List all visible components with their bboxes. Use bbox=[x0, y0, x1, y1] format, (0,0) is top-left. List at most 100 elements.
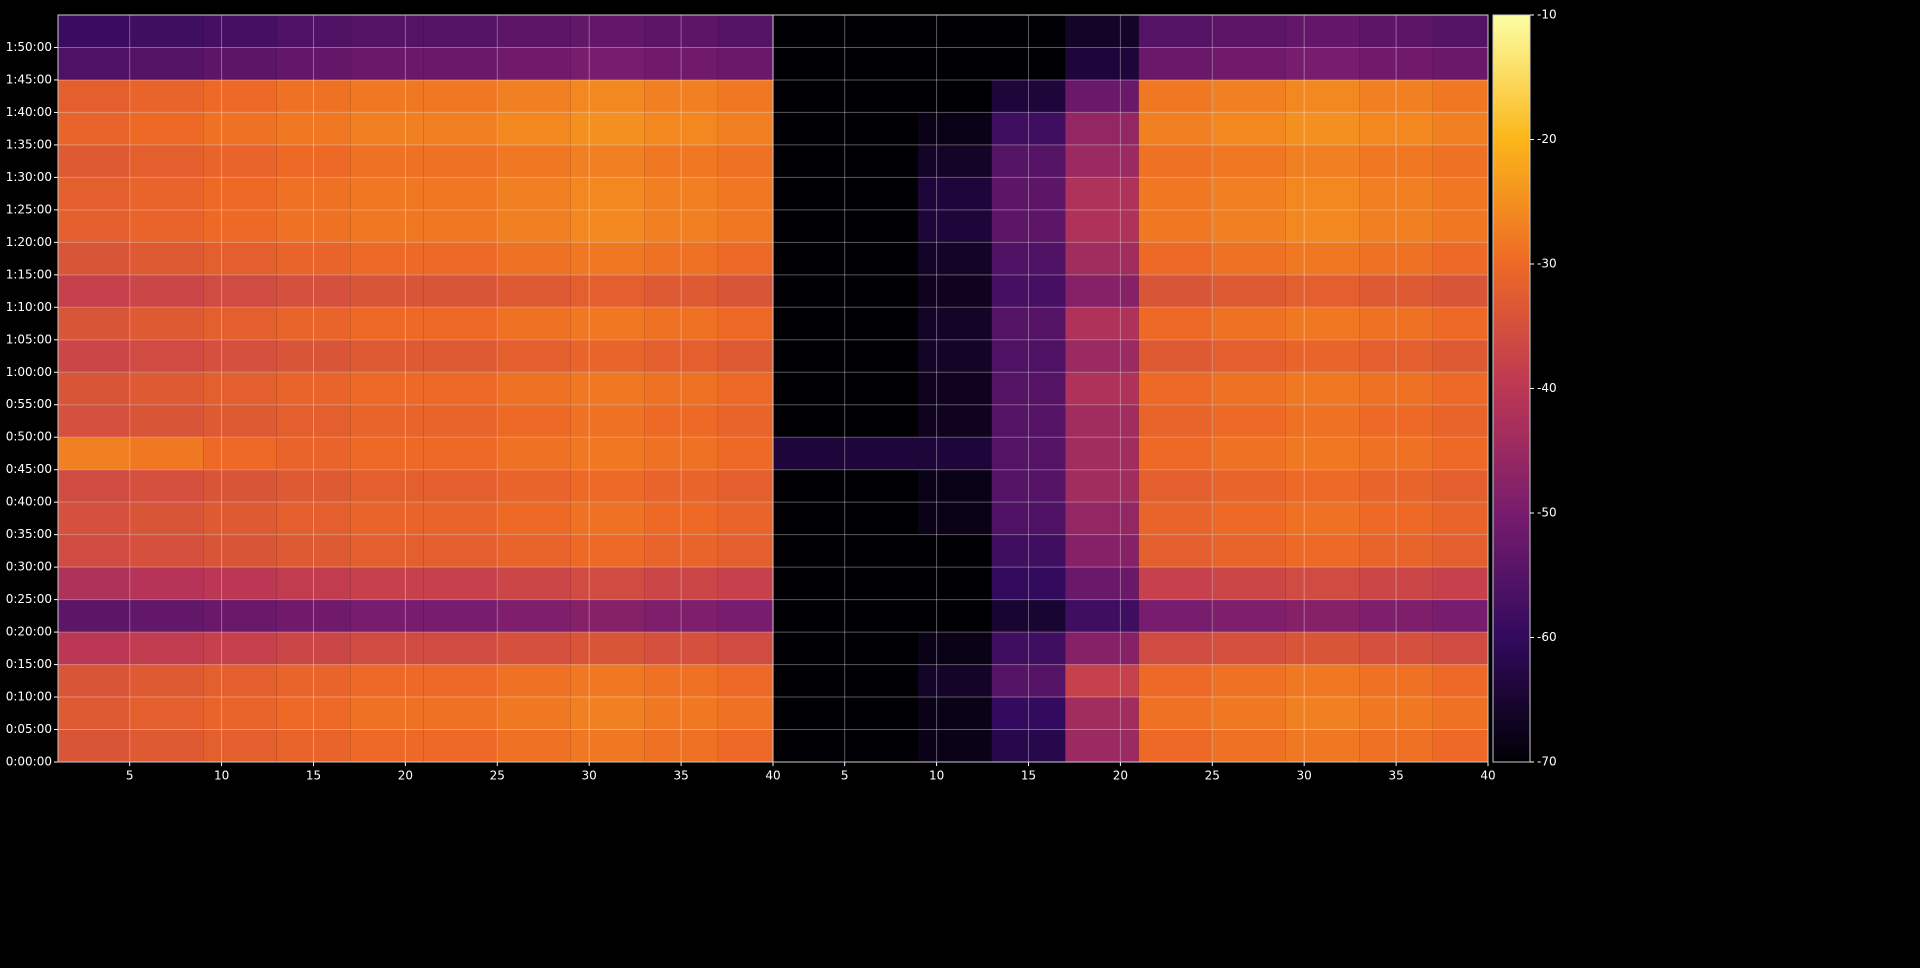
heatmap-cell bbox=[423, 274, 498, 308]
heatmap-cell bbox=[918, 697, 992, 730]
heatmap-cell bbox=[203, 79, 277, 113]
heatmap-cell bbox=[918, 339, 992, 373]
heatmap-cell bbox=[1432, 632, 1488, 665]
heatmap-cell bbox=[844, 112, 919, 145]
heatmap-cell bbox=[1138, 372, 1213, 405]
heatmap-cell bbox=[1285, 307, 1360, 340]
heatmap-cell bbox=[570, 729, 645, 762]
heatmap-cell bbox=[570, 697, 645, 730]
heatmap-cell bbox=[1432, 729, 1488, 762]
heatmap-cell bbox=[570, 534, 645, 568]
heatmap-cell bbox=[570, 469, 645, 503]
colorbar-tick-label: -10 bbox=[1537, 8, 1557, 22]
heatmap-cell bbox=[1432, 79, 1488, 113]
heatmap-cell bbox=[773, 599, 845, 633]
heatmap-cell bbox=[918, 79, 992, 113]
heatmap-cell bbox=[129, 729, 204, 762]
heatmap-cell bbox=[644, 47, 718, 80]
heatmap-cell bbox=[1138, 437, 1213, 470]
heatmap-cell bbox=[1285, 664, 1360, 698]
heatmap-cell bbox=[773, 209, 845, 243]
heatmap-cell bbox=[644, 437, 718, 470]
heatmap-cell bbox=[423, 15, 498, 48]
heatmap-cell bbox=[276, 339, 351, 373]
heatmap-cell bbox=[773, 404, 845, 438]
heatmap-cell bbox=[129, 664, 204, 698]
heatmap-cell bbox=[918, 534, 992, 568]
heatmap-cell bbox=[276, 567, 351, 600]
heatmap-cell bbox=[203, 437, 277, 470]
heatmap-cell bbox=[129, 599, 204, 633]
heatmap-cell bbox=[423, 469, 498, 503]
heatmap-cell bbox=[1065, 729, 1139, 762]
heatmap-cell bbox=[276, 469, 351, 503]
x-tick-label: 15 bbox=[306, 769, 321, 783]
heatmap-cell bbox=[844, 534, 919, 568]
heatmap-cell bbox=[717, 177, 773, 210]
heatmap-cell bbox=[58, 502, 130, 535]
heatmap-cell bbox=[423, 79, 498, 113]
heatmap-cell bbox=[423, 664, 498, 698]
heatmap-cell bbox=[644, 144, 718, 178]
heatmap-cell bbox=[1285, 437, 1360, 470]
heatmap-cell bbox=[918, 469, 992, 503]
heatmap-cell bbox=[1359, 437, 1433, 470]
heatmap-cell bbox=[1432, 177, 1488, 210]
heatmap-cell bbox=[1432, 437, 1488, 470]
heatmap-cell bbox=[129, 372, 204, 405]
heatmap-cell bbox=[1432, 144, 1488, 178]
heatmap-cell bbox=[644, 274, 718, 308]
heatmap-cell bbox=[58, 534, 130, 568]
heatmap-cell bbox=[350, 632, 424, 665]
heatmap-cell bbox=[203, 372, 277, 405]
heatmap-cell bbox=[1212, 79, 1286, 113]
heatmap-cell bbox=[497, 599, 571, 633]
heatmap-cell bbox=[1359, 242, 1433, 275]
heatmap-cell bbox=[844, 307, 919, 340]
heatmap-cell bbox=[129, 144, 204, 178]
heatmap-cell bbox=[918, 437, 992, 470]
colorbar-tick-label: -30 bbox=[1537, 257, 1557, 271]
heatmap-cell bbox=[1359, 534, 1433, 568]
heatmap-cell bbox=[717, 404, 773, 438]
heatmap-cell bbox=[58, 112, 130, 145]
heatmap-cell bbox=[1432, 242, 1488, 275]
heatmap-cell bbox=[497, 209, 571, 243]
axes-frame bbox=[772, 14, 1489, 763]
heatmap-cell bbox=[991, 437, 1066, 470]
heatmap-cell bbox=[844, 664, 919, 698]
heatmap-cell bbox=[1138, 307, 1213, 340]
heatmap-cell bbox=[203, 209, 277, 243]
heatmap-cell bbox=[423, 729, 498, 762]
heatmap-cell bbox=[1065, 15, 1139, 48]
heatmap-cell bbox=[717, 209, 773, 243]
heatmap-cell bbox=[918, 144, 992, 178]
heatmap-cell bbox=[1065, 502, 1139, 535]
x-tick-label: 25 bbox=[490, 769, 505, 783]
heatmap-cell bbox=[423, 47, 498, 80]
heatmap-cell bbox=[1285, 534, 1360, 568]
heatmap-cells bbox=[773, 15, 1488, 762]
heatmap-cell bbox=[773, 469, 845, 503]
heatmap-cell bbox=[644, 242, 718, 275]
y-tick-label: 1:25:00 bbox=[6, 202, 52, 216]
heatmap-cell bbox=[1065, 112, 1139, 145]
heatmap-cell bbox=[58, 144, 130, 178]
heatmap-cell bbox=[1065, 404, 1139, 438]
heatmap-cell bbox=[203, 502, 277, 535]
y-tick-label: 0:25:00 bbox=[6, 592, 52, 606]
heatmap-cell bbox=[423, 437, 498, 470]
heatmap-cell bbox=[644, 15, 718, 48]
heatmap-cell bbox=[276, 404, 351, 438]
heatmap-cell bbox=[1138, 15, 1213, 48]
heatmap-cell bbox=[1359, 144, 1433, 178]
y-tick-label: 0:05:00 bbox=[6, 722, 52, 736]
heatmap-cell bbox=[1359, 47, 1433, 80]
heatmap-cell bbox=[276, 47, 351, 80]
heatmap-cell bbox=[1212, 307, 1286, 340]
heatmap-cell bbox=[276, 437, 351, 470]
heatmap-cell bbox=[129, 404, 204, 438]
heatmap-cell bbox=[1432, 372, 1488, 405]
y-tick-label: 1:10:00 bbox=[6, 300, 52, 314]
heatmap-cell bbox=[844, 177, 919, 210]
